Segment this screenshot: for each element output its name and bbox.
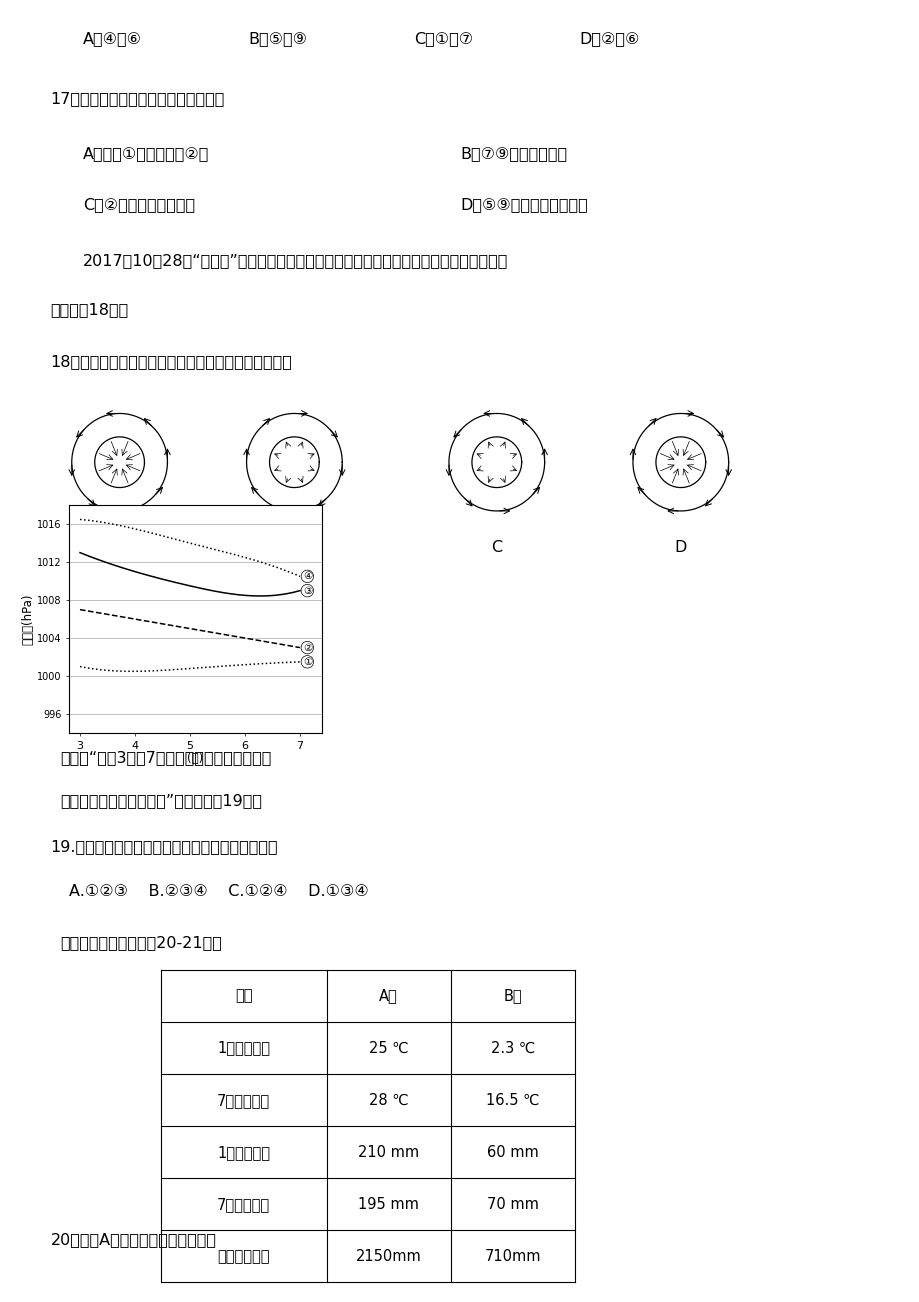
Text: 70 mm: 70 mm: [486, 1197, 539, 1212]
Text: 195 mm: 195 mm: [357, 1197, 419, 1212]
Text: 7月份降水量: 7月份降水量: [217, 1197, 270, 1212]
Text: ②: ②: [302, 643, 312, 652]
Text: D: D: [674, 539, 686, 555]
Text: 据此完戕18题。: 据此完戕18题。: [51, 302, 129, 318]
Text: A．白天①地气温大于②地: A．白天①地气温大于②地: [83, 146, 209, 161]
Text: 2017年10月28日“重阳节”，北京秋高气爽，能见度极高，非常符合人们登高祈福的心情。: 2017年10月28日“重阳节”，北京秋高气爽，能见度极高，非常符合人们登高祈福…: [83, 253, 507, 268]
Text: B地: B地: [503, 988, 522, 1004]
Text: 年平均降水量: 年平均降水量: [217, 1249, 270, 1264]
Text: 710mm: 710mm: [484, 1249, 540, 1264]
Text: 2.3 ℃: 2.3 ℃: [490, 1040, 535, 1056]
Text: ①: ①: [302, 656, 312, 667]
Text: 28 ℃: 28 ℃: [369, 1092, 408, 1108]
Text: A.①②③    B.②③④    C.①②④    D.①③④: A.①②③ B.②③④ C.①②④ D.①③④: [69, 884, 369, 900]
Text: C: C: [491, 539, 502, 555]
Text: 地点: 地点: [234, 988, 253, 1004]
Text: ③: ③: [302, 586, 312, 595]
X-axis label: (日): (日): [187, 753, 203, 766]
Text: A地: A地: [379, 988, 398, 1004]
Text: B．⑤和⑨: B．⑤和⑨: [248, 31, 307, 47]
Text: D．②和⑥: D．②和⑥: [579, 31, 640, 47]
Text: 60 mm: 60 mm: [486, 1144, 539, 1160]
Text: 19.天气系统过境时，可能会出现阴雨天气的曲线是: 19.天气系统过境时，可能会出现阴雨天气的曲线是: [51, 838, 278, 854]
Text: 区时气压变化过程曲线图”，读后回等19题。: 区时气压变化过程曲线图”，读后回等19题。: [60, 793, 262, 809]
Text: B: B: [289, 539, 300, 555]
Text: 7月平均气温: 7月平均气温: [217, 1092, 270, 1108]
Text: 210 mm: 210 mm: [357, 1144, 419, 1160]
Text: 2150mm: 2150mm: [356, 1249, 421, 1264]
Text: C．①和⑦: C．①和⑦: [414, 31, 472, 47]
Text: A: A: [114, 539, 125, 555]
Text: 25 ℃: 25 ℃: [369, 1040, 408, 1056]
Text: 1月平均气温: 1月平均气温: [217, 1040, 270, 1056]
Text: 16.5 ℃: 16.5 ℃: [485, 1092, 539, 1108]
Y-axis label: 气压値(hPa): 气压値(hPa): [21, 594, 34, 644]
Text: B．⑦⑨地有阴雨天气: B．⑦⑨地有阴雨天气: [460, 146, 566, 161]
Text: 1月份降水量: 1月份降水量: [217, 1144, 270, 1160]
Text: D．⑤⑨两地有连续性降水: D．⑤⑨两地有连续性降水: [460, 197, 587, 212]
Text: 读下列气候资料，完戕20-21题。: 读下列气候资料，完戕20-21题。: [60, 935, 221, 950]
Text: ④: ④: [302, 572, 312, 582]
Text: 下图为“某月3日～7日四种天气系统经过不同地: 下图为“某月3日～7日四种天气系统经过不同地: [60, 750, 271, 766]
Text: 18．图中所示天气系统中能反映上述北京天气状况的是: 18．图中所示天气系统中能反映上述北京天气状况的是: [51, 354, 292, 370]
Text: 17．对图示天气状况的叙述，正确的是: 17．对图示天气状况的叙述，正确的是: [51, 91, 225, 107]
Text: C．②地气温未来会升高: C．②地气温未来会升高: [83, 197, 195, 212]
Text: A．④和⑥: A．④和⑥: [83, 31, 142, 47]
Text: 20．关于A地气候的说法，正确的是: 20．关于A地气候的说法，正确的是: [51, 1232, 216, 1247]
